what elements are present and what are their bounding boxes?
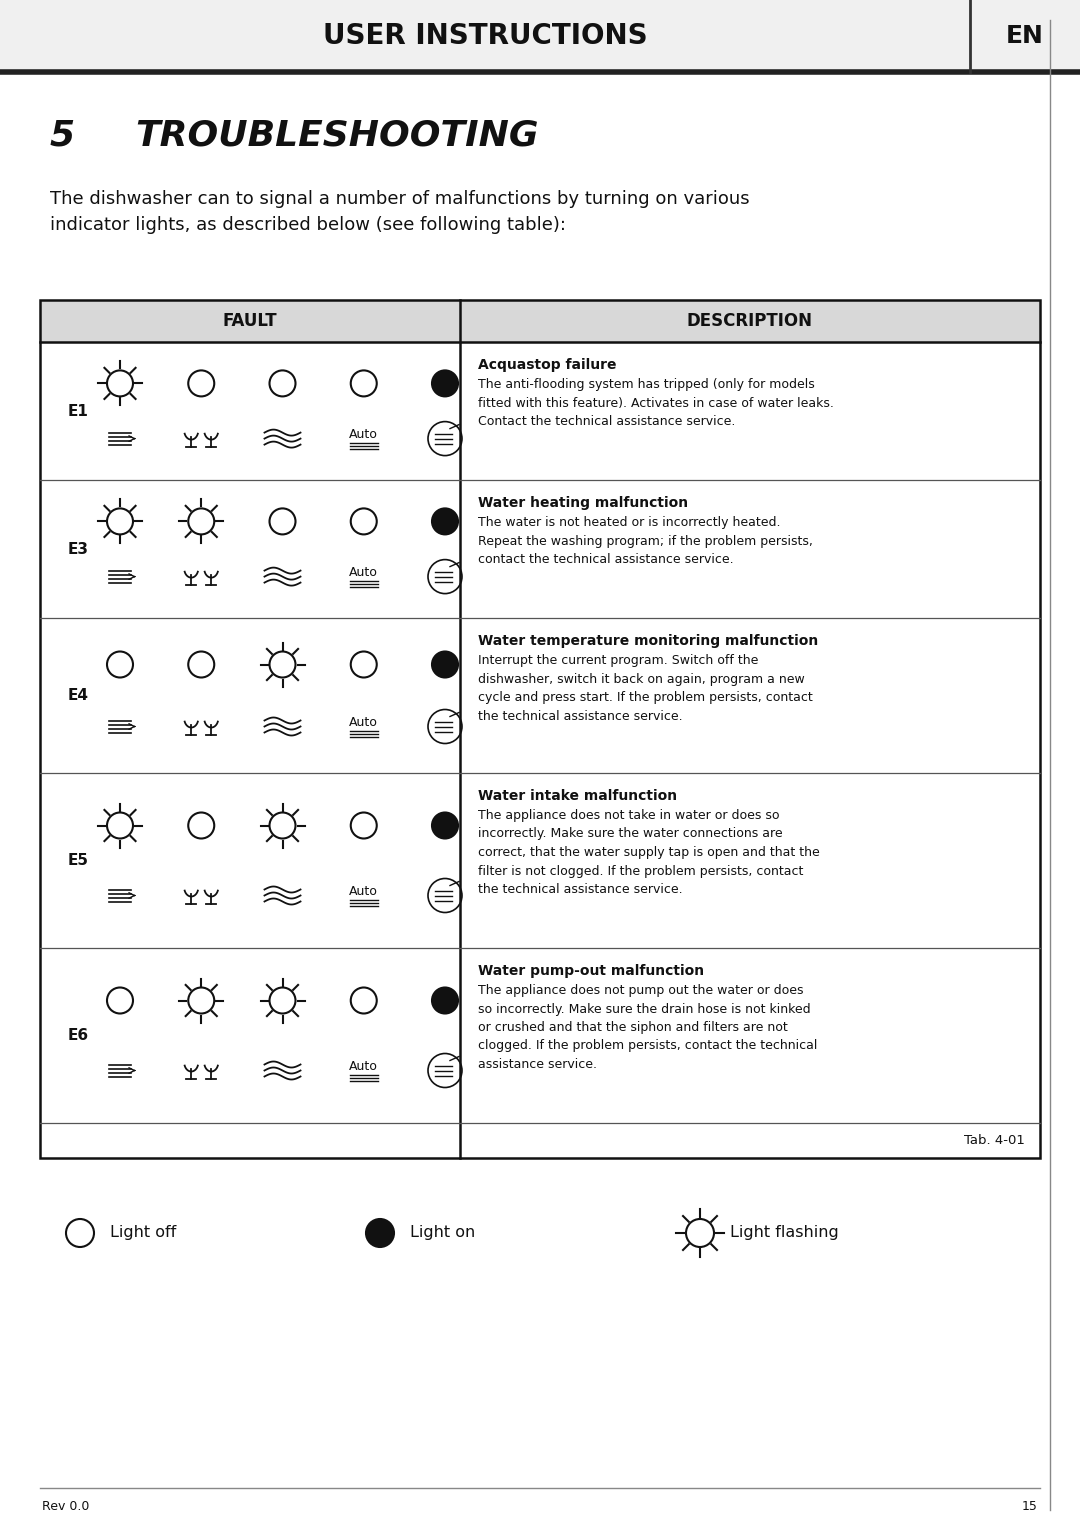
Circle shape [432,988,458,1014]
Text: EN: EN [1007,25,1044,47]
Bar [40,300,1040,342]
Text: E6: E6 [67,1028,89,1043]
Circle shape [432,371,458,397]
Text: Water intake malfunction: Water intake malfunction [478,789,677,803]
Text: Water pump-out malfunction: Water pump-out malfunction [478,964,704,977]
Text: The appliance does not take in water or does so
incorrectly. Make sure the water: The appliance does not take in water or … [478,809,820,896]
Text: 15: 15 [1022,1500,1038,1512]
Text: E4: E4 [67,688,89,703]
Bar [40,300,1040,1158]
Text: Rev 0.0: Rev 0.0 [42,1500,90,1512]
Text: The anti-flooding system has tripped (only for models
fitted with this feature).: The anti-flooding system has tripped (on… [478,378,834,427]
Text: Auto: Auto [349,1060,378,1072]
Circle shape [366,1219,394,1247]
Text: DESCRIPTION: DESCRIPTION [687,313,813,329]
Text: Interrupt the current program. Switch off the
dishwasher, switch it back on agai: Interrupt the current program. Switch of… [478,654,813,723]
Text: Light off: Light off [110,1226,176,1241]
Text: E5: E5 [67,853,89,869]
Circle shape [432,509,458,535]
Text: Water heating malfunction: Water heating malfunction [478,496,688,510]
Text: Tab. 4-01: Tab. 4-01 [964,1135,1025,1147]
Text: Auto: Auto [349,715,378,729]
Text: Auto: Auto [349,567,378,579]
Text: TROUBLESHOOTING: TROUBLESHOOTING [135,118,539,152]
Bar [0,0,1080,72]
Text: FAULT: FAULT [222,313,278,329]
Circle shape [432,812,458,838]
Text: The water is not heated or is incorrectly heated.
Repeat the washing program; if: The water is not heated or is incorrectl… [478,516,813,565]
Circle shape [432,651,458,677]
Text: Light on: Light on [410,1226,475,1241]
Text: E3: E3 [67,541,89,556]
Text: The dishwasher can to signal a number of malfunctions by turning on various
indi: The dishwasher can to signal a number of… [50,190,750,234]
Text: Auto: Auto [349,885,378,898]
Text: Acquastop failure: Acquastop failure [478,358,617,372]
Text: The appliance does not pump out the water or does
so incorrectly. Make sure the : The appliance does not pump out the wate… [478,984,818,1071]
Text: E1: E1 [68,403,89,418]
Text: Light flashing: Light flashing [730,1226,839,1241]
Text: Water temperature monitoring malfunction: Water temperature monitoring malfunction [478,634,819,648]
Text: Auto: Auto [349,427,378,441]
Text: USER INSTRUCTIONS: USER INSTRUCTIONS [323,21,647,51]
Text: 5: 5 [50,118,76,152]
